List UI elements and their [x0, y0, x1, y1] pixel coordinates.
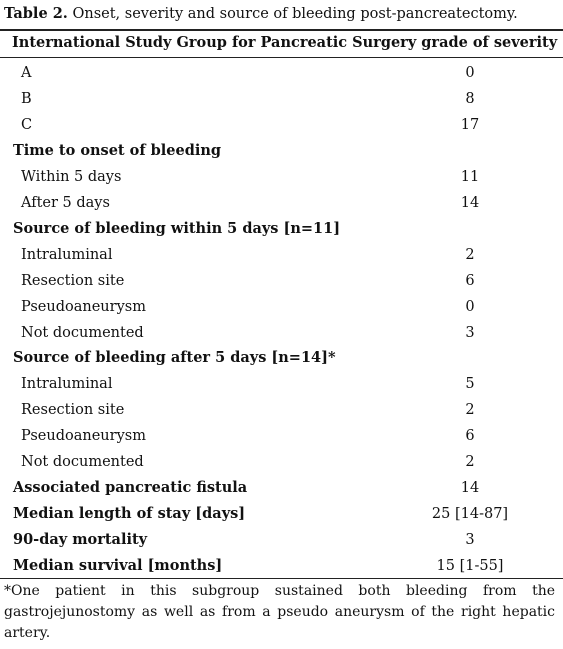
row-label: Resection site	[21, 272, 125, 289]
row-value: 2	[465, 402, 475, 419]
table-caption: Table 2. Onset, severity and source of b…	[4, 4, 559, 24]
row-value: 25 [14-87]	[431, 506, 509, 523]
row-label: Resection site	[21, 402, 125, 419]
table-row: Intraluminal 2	[0, 242, 563, 268]
row-value: 6	[465, 272, 475, 289]
row-value: 11	[460, 168, 480, 185]
section-row: Median survival [months] 15 [1-55]	[0, 553, 563, 579]
row-label: Median survival [months]	[13, 557, 223, 575]
table-row: Resection site 2	[0, 397, 563, 423]
table-footnote: *One patient in this subgroup sustained …	[4, 583, 555, 641]
caption-label: Table 2.	[4, 5, 68, 22]
table-row: Pseudoaneurysm 6	[0, 423, 563, 449]
row-label: Not documented	[21, 454, 144, 471]
row-value: 17	[460, 116, 480, 133]
row-label: Source of bleeding within 5 days [n=11]	[13, 219, 341, 237]
section-row: Associated pancreatic fistula 14	[0, 475, 563, 501]
row-value: 6	[465, 428, 475, 445]
top-rule	[0, 29, 563, 31]
row-label: Source of bleeding after 5 days [n=14]*	[13, 349, 336, 367]
row-label: Not documented	[21, 324, 144, 341]
table-row: Intraluminal 5	[0, 371, 563, 397]
row-label: B	[21, 90, 32, 107]
row-value: 2	[465, 246, 475, 263]
row-value: 3	[465, 532, 475, 549]
row-label: After 5 days	[21, 194, 110, 211]
row-value: 14	[460, 194, 480, 211]
row-label: C	[21, 116, 33, 133]
row-value: 15 [1-55]	[436, 558, 504, 575]
table-row: Within 5 days 11	[0, 164, 563, 190]
row-label: Pseudoaneurysm	[21, 298, 146, 315]
table-row: Not documented 3	[0, 320, 563, 346]
row-value: 0	[465, 65, 475, 81]
table-row: C 17	[0, 112, 563, 138]
row-label: A	[21, 65, 32, 81]
section-row: 90-day mortality 3	[0, 527, 563, 553]
bottom-rule	[0, 578, 563, 579]
header-rule	[0, 57, 563, 58]
row-label: Median length of stay [days]	[13, 505, 246, 523]
row-label: Intraluminal	[21, 376, 113, 393]
table-row: Resection site 6	[0, 268, 563, 294]
row-label: Associated pancreatic fistula	[13, 479, 248, 497]
section-row: Source of bleeding within 5 days [n=11]	[0, 216, 563, 242]
table-row: After 5 days 14	[0, 190, 563, 216]
row-value: 8	[465, 90, 475, 107]
row-label: Intraluminal	[21, 246, 113, 263]
table-row: Pseudoaneurysm 0	[0, 294, 563, 320]
row-label: Pseudoaneurysm	[21, 428, 146, 445]
table-header: International Study Group for Pancreatic…	[12, 34, 558, 51]
row-value: 3	[465, 324, 475, 341]
row-value: 14	[460, 480, 480, 497]
section-row: Median length of stay [days] 25 [14-87]	[0, 501, 563, 527]
row-value: 2	[465, 454, 475, 471]
caption-text: Onset, severity and source of bleeding p…	[67, 6, 518, 22]
row-value: 0	[465, 298, 475, 315]
section-row: Source of bleeding after 5 days [n=14]*	[0, 345, 563, 371]
table-row: Not documented 2	[0, 449, 563, 475]
row-label: Time to onset of bleeding	[13, 141, 222, 159]
section-row: Time to onset of bleeding	[0, 138, 563, 164]
row-value: 5	[465, 376, 475, 393]
row-label: Within 5 days	[21, 168, 122, 185]
row-label: 90-day mortality	[13, 531, 148, 549]
